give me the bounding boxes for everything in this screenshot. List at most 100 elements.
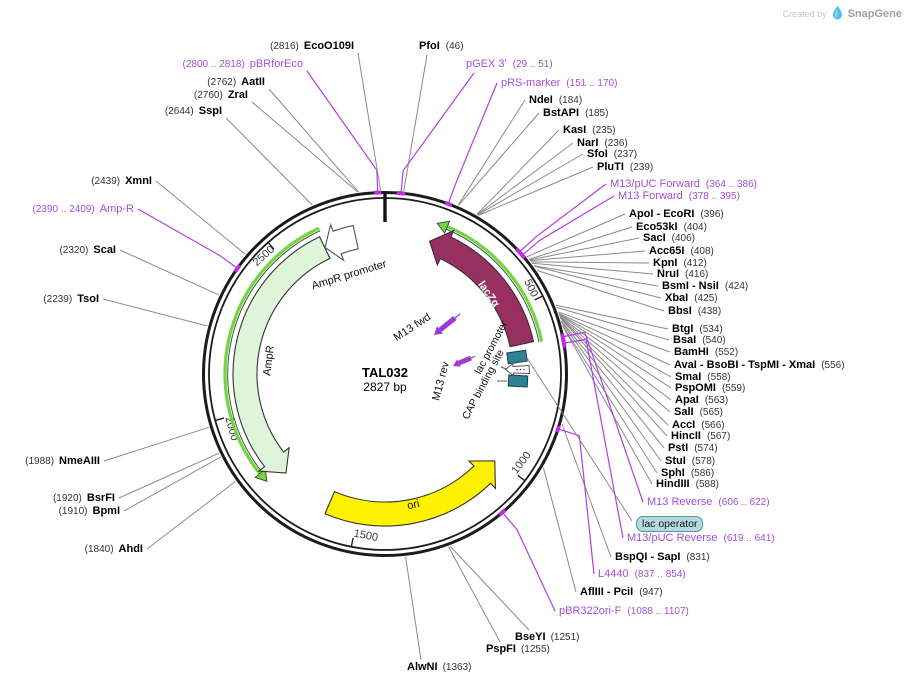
site-label-ndei[interactable]: NdeI (184)	[529, 94, 582, 107]
site-label-acci[interactable]: AccI (566)	[672, 419, 725, 432]
site-label-kpni[interactable]: KpnI (412)	[653, 257, 707, 270]
m13-fwd-arrow-body[interactable]	[438, 316, 457, 332]
site-label-zrai[interactable]: (2760) ZraI	[194, 89, 248, 102]
leader-apoi-ecori	[526, 213, 626, 258]
site-label-pfoi[interactable]: PfoI (46)	[419, 40, 464, 53]
feature-arrow-ampr[interactable]	[232, 236, 331, 474]
site-position: (378 .. 395)	[688, 191, 740, 202]
site-label-l4440[interactable]: L4440 (837 .. 854)	[598, 568, 686, 581]
ruler-tick	[267, 242, 275, 250]
leader-pfoi	[403, 54, 428, 192]
site-label-sspi[interactable]: (2644) SspI	[165, 105, 222, 118]
leader-kpni	[530, 261, 650, 264]
site-name: M13/pUC Reverse	[627, 532, 718, 544]
site-name: SspI	[198, 105, 222, 117]
site-label-nrui[interactable]: NruI (416)	[657, 268, 708, 281]
site-label-m13-reverse[interactable]: M13 Reverse (606 .. 622)	[647, 496, 770, 509]
orf-arrowhead	[254, 468, 268, 482]
site-name: pGEX 3'	[466, 58, 507, 70]
site-label-ecoo109i[interactable]: (2816) EcoO109I	[270, 40, 354, 53]
site-label-saci[interactable]: SacI (406)	[643, 232, 695, 245]
site-label-pgex-3[interactable]: pGEX 3' (29 .. 51)	[466, 58, 553, 71]
leader-xmni	[155, 180, 246, 255]
site-label-bseyi[interactable]: BseYI (1251)	[515, 631, 579, 644]
site-label-sphi[interactable]: SphI (586)	[661, 467, 714, 480]
leader-m13-puc-reverse	[565, 338, 624, 539]
site-label-pbr322ori-f[interactable]: pBR322ori-F (1088 .. 1107)	[559, 605, 689, 618]
site-label-xbai[interactable]: XbaI (425)	[665, 292, 718, 305]
site-label-avai-bsobi-tspmi-xmai[interactable]: AvaI - BsoBI - TspMI - XmaI (556)	[674, 359, 845, 372]
site-name: AlwNI	[407, 661, 438, 673]
site-label-nari[interactable]: NarI (236)	[577, 137, 628, 150]
site-position: (1363)	[442, 662, 472, 673]
site-label-bpmi[interactable]: (1910) BpmI	[59, 505, 120, 518]
feature-box-lac-operator[interactable]	[506, 349, 528, 365]
site-label-stui[interactable]: StuI (578)	[665, 455, 715, 468]
site-label-xmni[interactable]: (2439) XmnI	[91, 175, 152, 188]
site-label-hincii[interactable]: HincII (567)	[671, 430, 730, 443]
site-label-hindiii[interactable]: HindIII (588)	[656, 478, 719, 491]
site-label-smai[interactable]: SmaI (558)	[675, 371, 731, 384]
site-name: BsrFI	[86, 492, 115, 504]
site-label-pspomi[interactable]: PspOMI (559)	[675, 382, 745, 395]
site-label-apai[interactable]: ApaI (563)	[675, 394, 728, 407]
site-label-bstapi[interactable]: BstAPI (185)	[543, 107, 608, 120]
site-label-sali[interactable]: SalI (565)	[674, 406, 723, 419]
site-label-tsoi[interactable]: (2239) TsoI	[43, 293, 99, 306]
site-label-bbsi[interactable]: BbsI (438)	[668, 305, 721, 318]
site-name: BspQI - SapI	[615, 551, 681, 563]
site-label-m13-puc-reverse[interactable]: M13/pUC Reverse (619 .. 641)	[627, 532, 775, 545]
site-position: (559)	[721, 383, 746, 394]
site-name: HincII	[671, 430, 701, 442]
site-position: (1910)	[58, 506, 88, 517]
site-label-afliii-pcii[interactable]: AflIII - PciI (947)	[580, 586, 663, 599]
watermark-brand: SnapGene	[847, 7, 902, 20]
site-label-pbrforeco[interactable]: (2800 .. 2818) pBRforEco	[183, 58, 303, 71]
site-label-bspqi-sapi[interactable]: BspQI - SapI (831)	[615, 551, 710, 564]
site-label-pspfi[interactable]: PspFI (1255)	[486, 643, 550, 656]
site-label-prs-marker[interactable]: pRS-marker (151 .. 170)	[501, 77, 617, 90]
site-label-m13-forward[interactable]: M13 Forward (378 .. 395)	[618, 190, 740, 203]
site-name: BtgI	[672, 323, 694, 335]
site-label-bsmi-nsii[interactable]: BsmI - NsiI (424)	[662, 280, 748, 293]
feature-arrow-ampr-promoter[interactable]	[324, 222, 359, 262]
feature-box-cap-binding-site[interactable]	[507, 374, 529, 388]
site-label-acc65i[interactable]: Acc65I (408)	[649, 245, 714, 258]
site-position: (239)	[629, 162, 654, 173]
leader-stui	[561, 321, 662, 462]
site-label-nmeaiii[interactable]: (1988) NmeAIII	[25, 455, 100, 468]
site-name: BpmI	[92, 505, 121, 517]
feature-arrow-laczalpha[interactable]	[428, 229, 535, 348]
site-position: (364 .. 386)	[705, 179, 758, 190]
site-name: PfoI	[419, 40, 440, 52]
site-label-bsrfi[interactable]: (1920) BsrFI	[53, 492, 115, 505]
site-name: SalI	[674, 406, 694, 418]
feature-label-ori: ori	[406, 498, 420, 512]
site-label-aatii[interactable]: (2762) AatII	[207, 76, 265, 89]
site-label-apoi-ecori[interactable]: ApoI - EcoRI (396)	[629, 208, 724, 221]
site-label-bsai[interactable]: BsaI (540)	[673, 334, 726, 347]
site-position: (1988)	[25, 456, 55, 467]
site-label-psti[interactable]: PstI (574)	[668, 442, 718, 455]
site-position: (2760)	[193, 90, 223, 101]
leader-zrai	[251, 101, 359, 193]
site-label-amp-r[interactable]: (2390 .. 2409) Amp-R	[33, 203, 135, 216]
site-label-btgi[interactable]: BtgI (534)	[672, 323, 723, 336]
site-name: StuI	[665, 455, 686, 467]
leader-pbr322ori-f	[502, 513, 556, 612]
site-label-kasi[interactable]: KasI (235)	[563, 124, 616, 137]
site-label-ahdi[interactable]: (1840) AhdI	[85, 543, 143, 556]
site-label-scai[interactable]: (2320) ScaI	[59, 244, 116, 257]
site-label-alwni[interactable]: AlwNI (1363)	[407, 661, 471, 674]
m13-rev-arrow-body[interactable]	[458, 355, 472, 366]
site-position: (567)	[706, 431, 731, 442]
site-label-sfoi[interactable]: SfoI (237)	[587, 148, 637, 161]
feature-arrow-ori[interactable]	[324, 460, 496, 527]
site-label-pluti[interactable]: PluTI (239)	[597, 161, 653, 174]
site-label-m13-puc-forward[interactable]: M13/pUC Forward (364 .. 386)	[610, 178, 757, 191]
site-label-eco53ki[interactable]: Eco53kI (404)	[636, 221, 707, 234]
site-label-bamhi[interactable]: BamHI (552)	[674, 346, 738, 359]
site-name: SacI	[643, 232, 666, 244]
site-label-lac-operator[interactable]: lac operator	[636, 516, 704, 532]
site-name: SfoI	[587, 148, 608, 160]
